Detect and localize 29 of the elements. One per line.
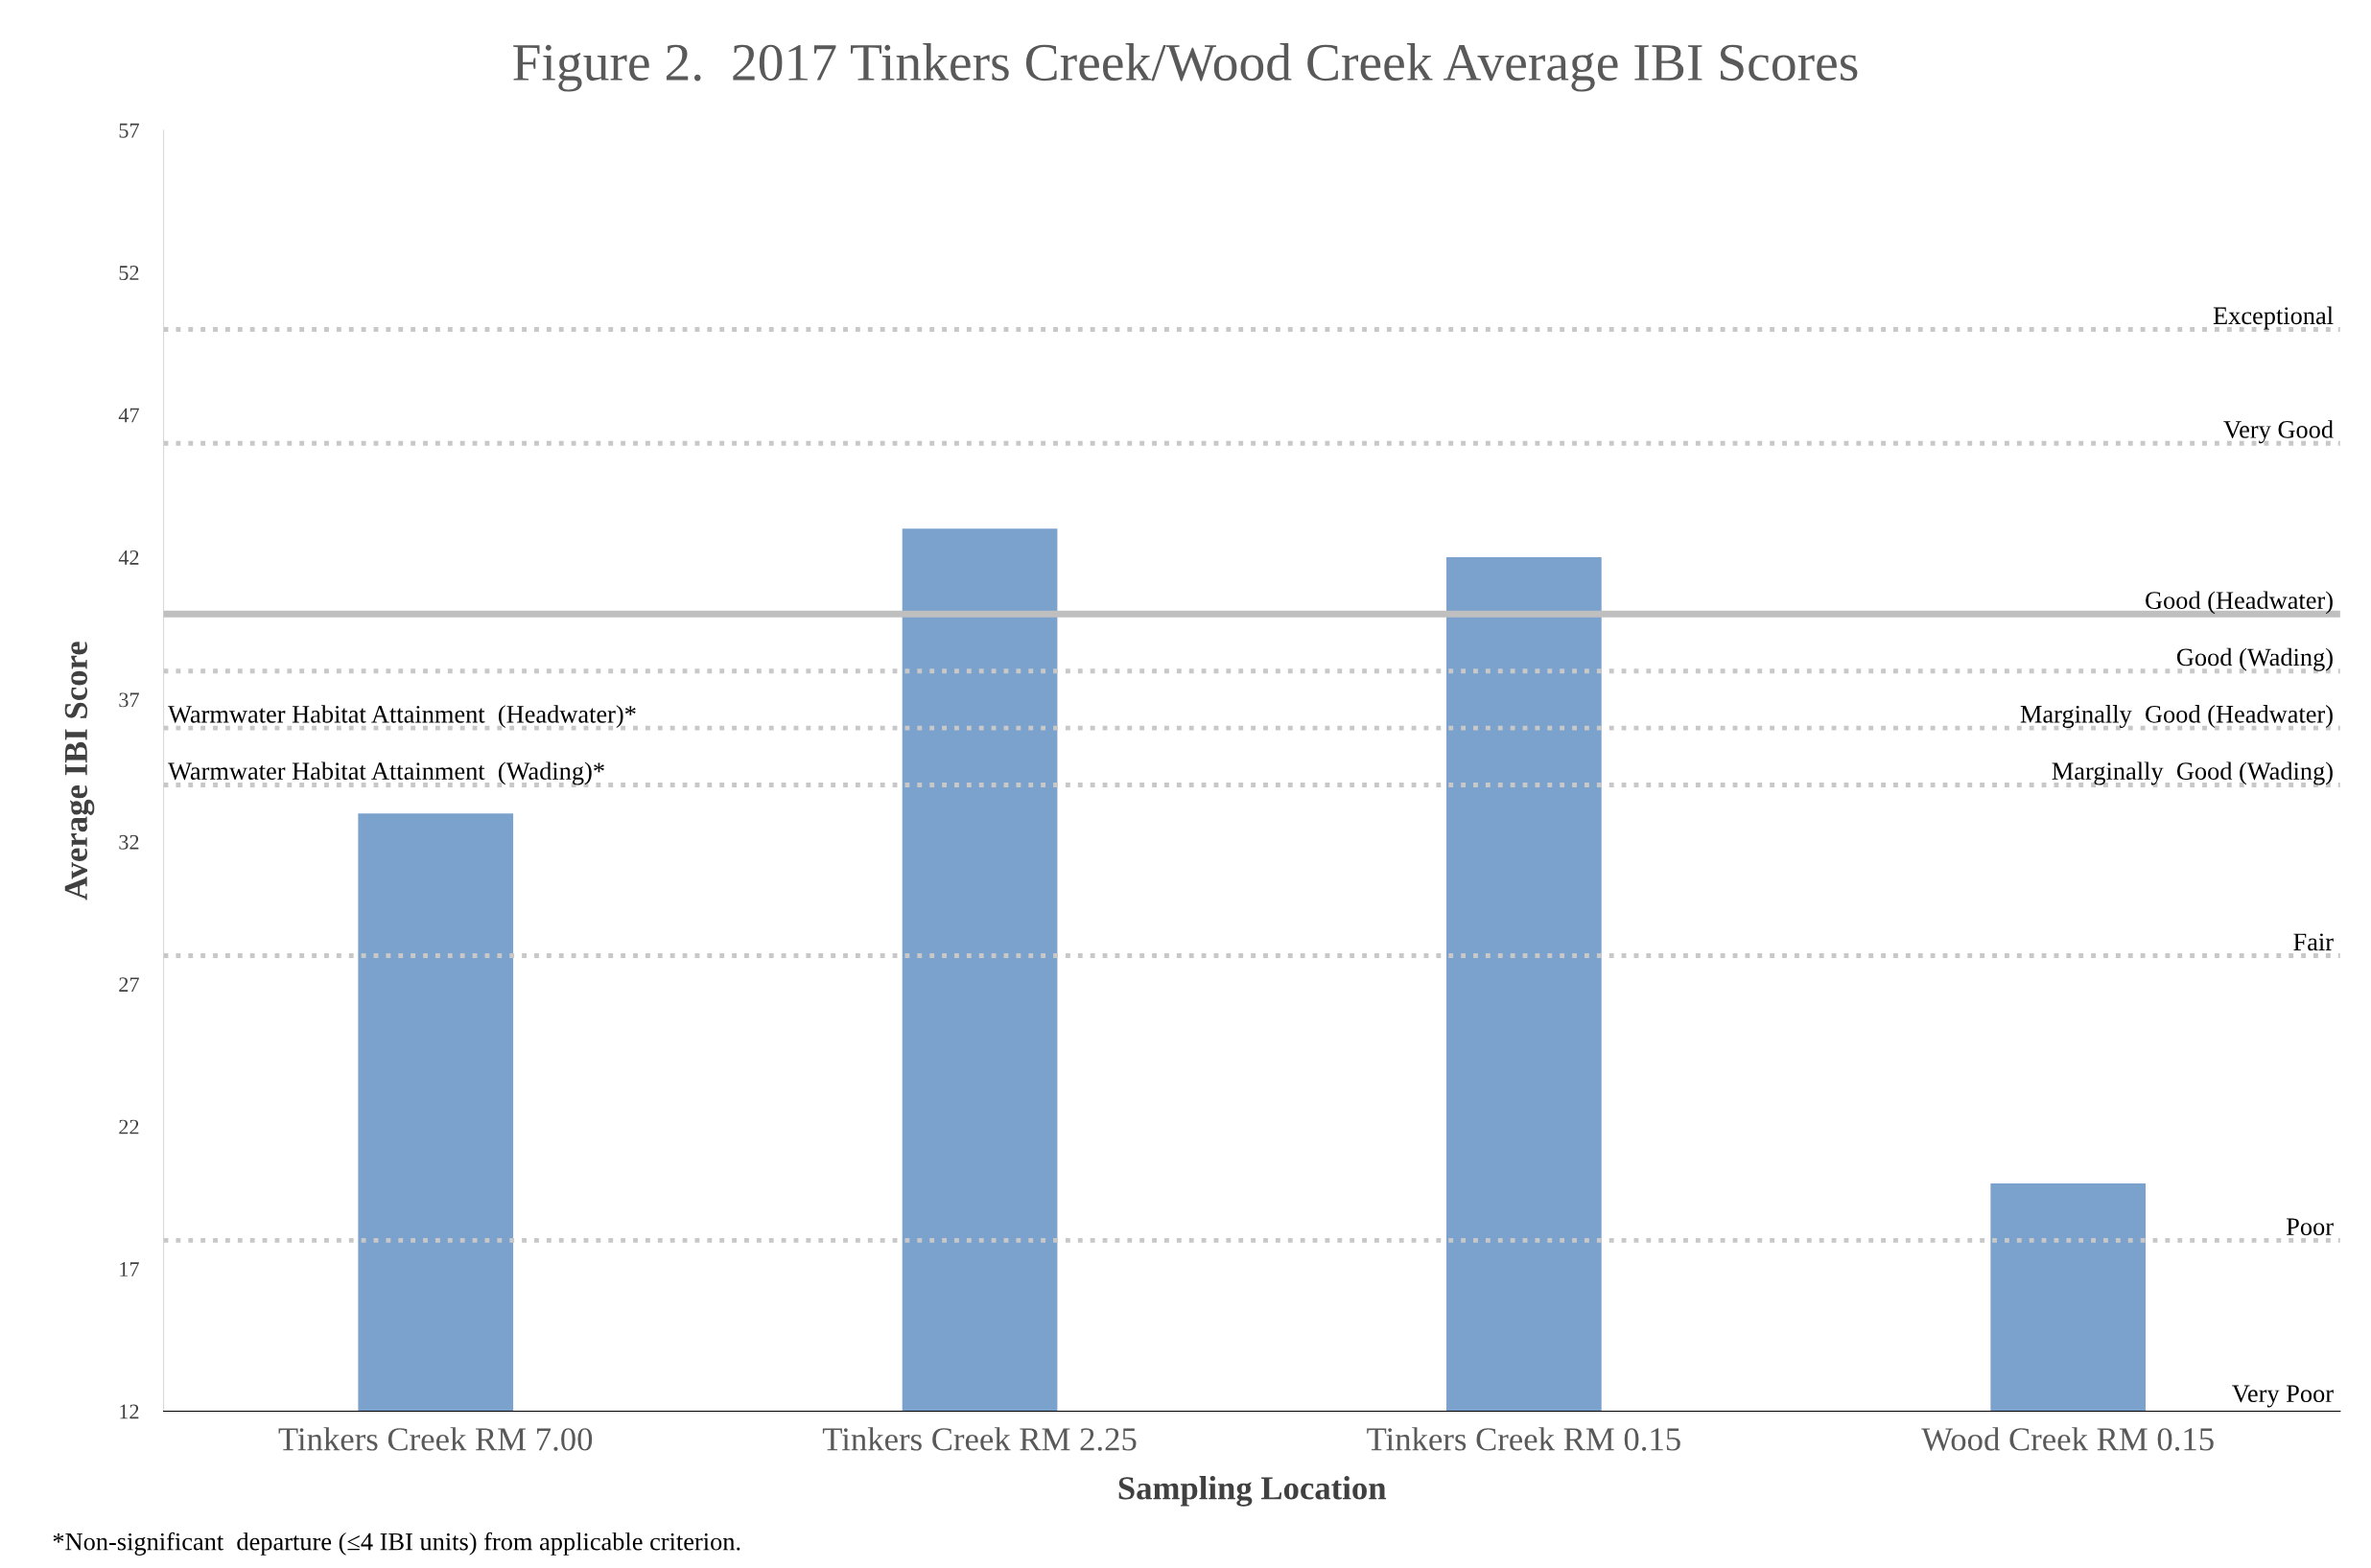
annotation: Warmwater Habitat Attainment (Headwater)* <box>168 705 636 729</box>
y-tick-label: 47 <box>118 408 139 423</box>
annotation: Warmwater Habitat Attainment (Wading)* <box>168 761 604 785</box>
ref-line-label: Good (Wading) <box>2176 647 2333 671</box>
annotation: Very Poor <box>2232 1385 2334 1408</box>
y-tick-label: 57 <box>119 123 139 138</box>
y-tick-label: 12 <box>120 1404 139 1419</box>
ref-line-label: Good (Headwater) <box>2146 591 2333 615</box>
chart-title: Figure 2. 2017 Tinkers Creek/Wood Creek Average IBI Scores <box>513 43 1858 92</box>
y-tick-label: 37 <box>119 692 139 708</box>
text: *Non-significant departure (≤4 IBI units) from applicable criterion. <box>53 1532 740 1556</box>
y-tick-label: 27 <box>119 977 139 992</box>
x-axis-title: Sampling Location <box>1118 1476 1387 1507</box>
y-tick-label: 42 <box>118 550 139 565</box>
y-tick-label: 52 <box>119 266 139 281</box>
y-tick-label: 22 <box>119 1119 139 1135</box>
ref-line-label: Poor <box>2286 1218 2334 1236</box>
ref-line-label: Very Good <box>2223 420 2334 444</box>
x-tick-label: Tinkers Creek RM 7.00 <box>278 1427 593 1451</box>
x-tick-label: Wood Creek RM 0.15 <box>1921 1427 2214 1451</box>
y-axis-title: Average IBI Score <box>64 642 95 901</box>
ref-line-label: Marginally Good (Headwater) <box>2020 705 2333 729</box>
y-tick-label: 17 <box>120 1262 139 1276</box>
ref-line-label: Marginally Good (Wading) <box>2052 761 2333 785</box>
y-tick-label: 32 <box>119 834 139 850</box>
x-tick-label: Tinkers Creek RM 0.15 <box>1367 1427 1680 1451</box>
x-tick-label: Tinkers Creek RM 2.25 <box>822 1427 1137 1451</box>
ref-line-label: Fair <box>2293 933 2334 951</box>
ref-line-label: Exceptional <box>2213 306 2334 330</box>
